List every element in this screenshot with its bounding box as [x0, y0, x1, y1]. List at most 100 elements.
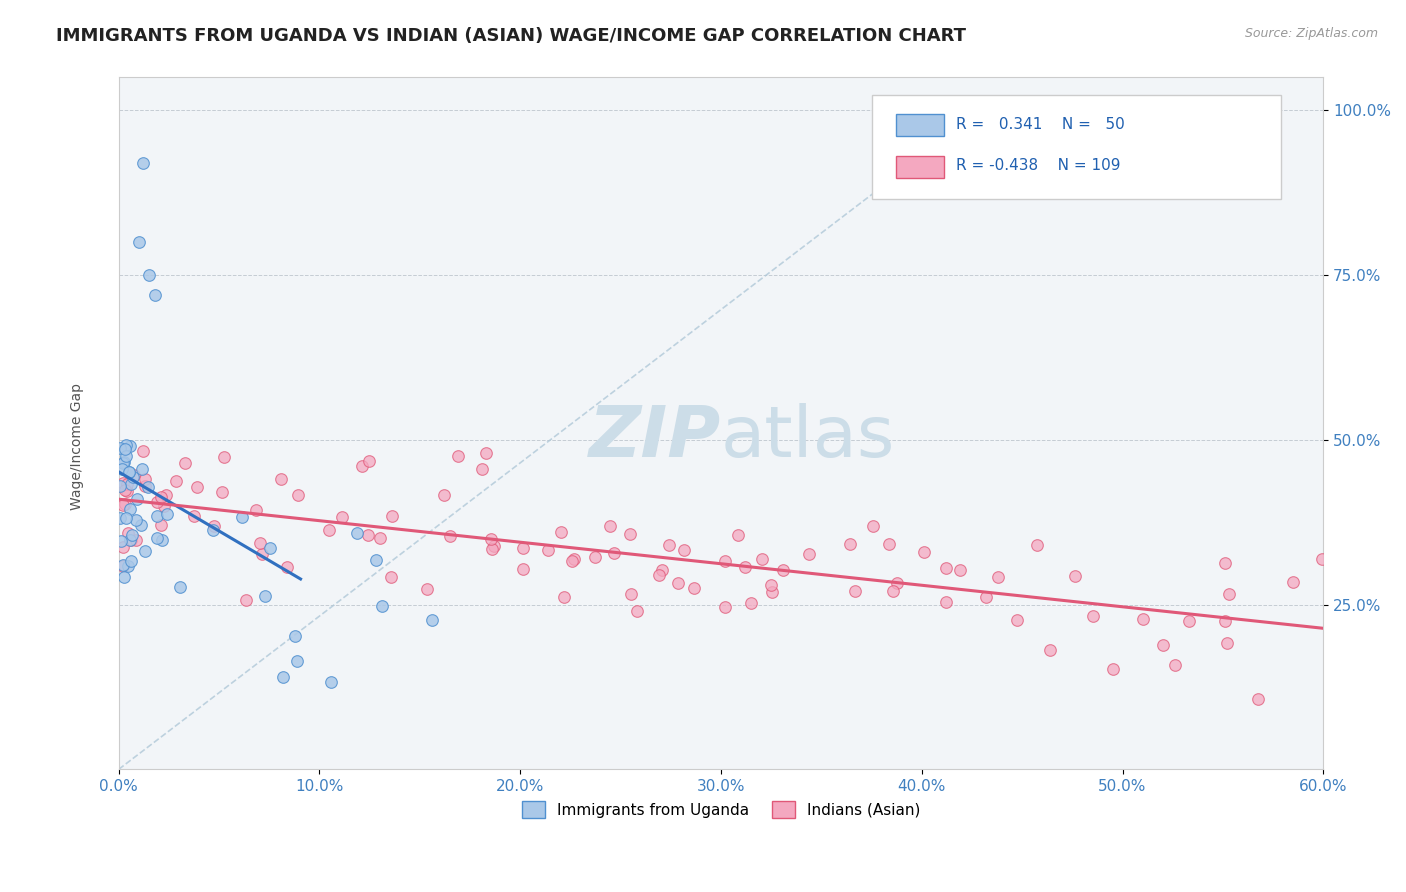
Point	[482, 539, 505, 553]
Point	[759, 578, 782, 592]
Point	[949, 563, 972, 577]
Point	[371, 599, 394, 613]
Point	[108, 510, 131, 524]
Point	[352, 459, 374, 474]
Point	[235, 593, 257, 607]
Point	[120, 476, 142, 491]
Point	[115, 484, 138, 499]
Point	[146, 509, 169, 524]
Point	[797, 547, 820, 561]
Point	[252, 547, 274, 561]
Point	[357, 528, 380, 542]
Point	[122, 470, 145, 484]
Point	[108, 479, 131, 493]
Point	[1152, 638, 1174, 652]
Point	[673, 542, 696, 557]
Text: Source: ZipAtlas.com: Source: ZipAtlas.com	[1244, 27, 1378, 40]
Point	[156, 508, 179, 522]
Point	[117, 525, 139, 540]
Point	[583, 550, 606, 565]
Text: ZIP: ZIP	[589, 402, 721, 472]
Point	[155, 488, 177, 502]
Point	[1026, 538, 1049, 552]
Point	[1063, 568, 1085, 582]
Point	[935, 560, 957, 574]
Point	[481, 532, 503, 546]
Point	[134, 478, 156, 492]
Point	[111, 540, 134, 554]
Text: IMMIGRANTS FROM UGANDA VS INDIAN (ASIAN) WAGE/INCOME GAP CORRELATION CHART: IMMIGRANTS FROM UGANDA VS INDIAN (ASIAN)…	[56, 27, 966, 45]
Point	[935, 595, 957, 609]
Point	[111, 499, 134, 513]
Point	[713, 554, 735, 568]
Text: atlas: atlas	[721, 402, 896, 472]
Point	[657, 538, 679, 552]
Point	[129, 517, 152, 532]
Point	[138, 268, 160, 282]
Point	[626, 603, 648, 617]
Point	[882, 583, 904, 598]
Point	[381, 509, 404, 524]
Point	[259, 541, 281, 556]
Point	[364, 553, 387, 567]
Point	[114, 483, 136, 497]
Point	[183, 509, 205, 524]
Point	[211, 485, 233, 500]
Point	[912, 545, 935, 559]
Point	[173, 457, 195, 471]
Point	[118, 533, 141, 547]
Point	[114, 442, 136, 456]
Point	[772, 563, 794, 577]
Point	[114, 497, 136, 511]
Point	[111, 475, 134, 490]
Point	[146, 531, 169, 545]
Point	[862, 518, 884, 533]
Point	[270, 472, 292, 486]
Point	[1102, 662, 1125, 676]
Point	[844, 584, 866, 599]
Point	[118, 439, 141, 453]
Point	[204, 519, 226, 533]
Point	[169, 580, 191, 594]
Point	[254, 589, 277, 603]
Point	[143, 288, 166, 302]
Point	[838, 537, 860, 551]
Point	[111, 462, 134, 476]
Point	[650, 563, 672, 577]
Point	[1213, 556, 1236, 570]
Point	[318, 523, 340, 537]
Point	[420, 613, 443, 627]
Point	[433, 488, 456, 502]
Point	[111, 456, 134, 470]
Point	[512, 562, 534, 576]
Point	[132, 443, 155, 458]
Point	[561, 554, 583, 568]
Point	[1178, 614, 1201, 628]
Point	[537, 542, 560, 557]
Point	[128, 235, 150, 249]
Point	[150, 517, 173, 532]
Point	[249, 536, 271, 550]
Point	[416, 582, 439, 597]
Point	[110, 534, 132, 549]
Point	[550, 525, 572, 540]
Point	[368, 531, 391, 545]
Point	[1039, 642, 1062, 657]
Point	[1282, 575, 1305, 590]
Point	[132, 156, 155, 170]
Point	[987, 570, 1010, 584]
Point	[599, 519, 621, 533]
Point	[761, 585, 783, 599]
Point	[150, 490, 173, 504]
Point	[112, 570, 135, 584]
Text: R = -0.438    N = 109: R = -0.438 N = 109	[956, 159, 1121, 174]
Point	[118, 466, 141, 480]
Point	[332, 510, 354, 524]
Text: Wage/Income Gap: Wage/Income Gap	[70, 383, 84, 509]
Point	[271, 669, 294, 683]
Point	[321, 675, 343, 690]
Point	[118, 465, 141, 479]
Point	[603, 546, 626, 560]
Point	[359, 453, 381, 467]
Point	[121, 528, 143, 542]
